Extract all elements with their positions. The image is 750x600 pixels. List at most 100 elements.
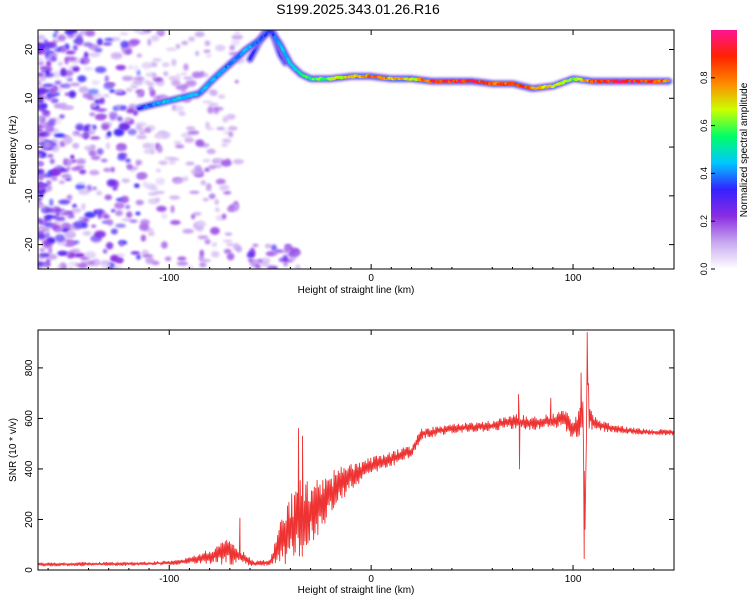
noise-blob — [147, 198, 159, 205]
noise-blob — [90, 103, 98, 108]
y-tick-label: 800 — [24, 359, 35, 376]
noise-blob — [188, 36, 196, 42]
noise-blob — [38, 115, 43, 123]
snr-frame — [37, 329, 675, 571]
noise-blob — [38, 125, 43, 130]
noise-blob — [113, 89, 124, 94]
noise-blob — [38, 203, 45, 208]
noise-blob — [202, 158, 211, 163]
noise-blob — [84, 211, 96, 219]
y-tick-label: 200 — [24, 511, 35, 528]
noise-blob — [78, 86, 89, 94]
noise-blob — [147, 192, 158, 196]
noise-blob — [234, 31, 241, 36]
ridge-segment — [270, 30, 275, 35]
ridge-segment — [560, 81, 566, 85]
noise-blob — [222, 138, 232, 144]
y-tick-label: 0 — [24, 567, 35, 573]
noise-blob — [38, 261, 45, 266]
noise-blob — [231, 38, 241, 46]
noise-blob — [49, 198, 54, 207]
noise-blob — [139, 131, 145, 135]
noise-blob — [72, 66, 80, 72]
noise-blob — [136, 69, 141, 76]
noise-blob — [110, 228, 118, 235]
noise-blob — [213, 107, 220, 115]
ridge-segment — [236, 55, 241, 60]
x-tick-label: 100 — [565, 574, 582, 585]
noise-blob — [102, 42, 113, 46]
noise-blob — [155, 168, 161, 173]
noise-blob — [64, 57, 69, 65]
y-tick-label: -10 — [24, 188, 35, 203]
noise-blob — [61, 228, 68, 232]
noise-blob — [175, 43, 181, 50]
noise-blob — [52, 70, 62, 78]
spectrogram-ridge — [134, 30, 674, 113]
noise-blob — [108, 111, 118, 120]
noise-blob — [106, 219, 114, 226]
noise-blob — [171, 79, 181, 87]
noise-blob — [210, 227, 220, 235]
noise-blob — [214, 207, 220, 213]
noise-blob — [54, 92, 60, 96]
noise-blob — [105, 241, 114, 250]
noise-blob — [38, 89, 42, 97]
noise-blob — [89, 112, 96, 117]
noise-blob — [209, 89, 218, 97]
noise-blob — [83, 42, 93, 47]
noise-blob — [64, 69, 74, 76]
noise-blob — [60, 222, 71, 230]
noise-blob — [79, 169, 87, 175]
spectrogram-frame — [37, 29, 675, 270]
noise-blob — [104, 75, 110, 83]
colorbar-ticks: 0.0 0.2 0.4 0.6 0.8 — [699, 72, 715, 275]
noise-blob — [88, 52, 101, 58]
noise-blob — [103, 213, 110, 220]
noise-blob — [120, 195, 130, 204]
noise-blob — [156, 145, 163, 154]
noise-blob — [224, 232, 233, 236]
noise-blob — [68, 266, 74, 269]
noise-blob — [38, 128, 44, 132]
noise-blob — [65, 30, 78, 34]
noise-blob — [38, 175, 44, 182]
noise-blob — [40, 43, 51, 48]
noise-blob — [220, 159, 232, 167]
noise-blob — [185, 79, 197, 87]
noise-blob — [125, 204, 131, 210]
noise-blob — [54, 144, 61, 150]
noise-blob — [116, 116, 123, 122]
noise-blob — [92, 186, 97, 191]
noise-blob — [202, 197, 210, 202]
noise-blob — [82, 125, 89, 133]
noise-blob — [182, 176, 189, 180]
noise-blob — [72, 44, 78, 51]
noise-blob — [96, 148, 104, 155]
y-tick-label: 20 — [24, 44, 35, 56]
colorbar-tick-label: 0.4 — [699, 167, 709, 180]
noise-blob — [44, 125, 55, 132]
noise-blob — [126, 108, 135, 114]
colorbar-tick-label: 0.2 — [699, 215, 709, 228]
noise-blob — [204, 167, 210, 172]
noise-blob — [38, 184, 45, 189]
noise-blob — [43, 184, 53, 192]
noise-blob — [142, 181, 148, 188]
noise-blob — [204, 238, 211, 245]
noise-blob — [227, 126, 238, 131]
noise-blob — [205, 183, 212, 189]
noise-blob — [180, 71, 188, 76]
snr-series — [38, 332, 674, 567]
noise-blob — [71, 207, 82, 214]
noise-blob — [121, 218, 131, 222]
noise-blob — [145, 256, 155, 265]
noise-blob — [198, 255, 205, 262]
colorbar-tick-label: 0.6 — [699, 119, 709, 132]
noise-blob — [163, 71, 169, 77]
noise-blob — [38, 252, 49, 258]
noise-blob — [102, 248, 108, 254]
noise-blob — [89, 125, 94, 133]
noise-blob — [48, 56, 57, 62]
x-tick-label: 100 — [565, 273, 582, 284]
